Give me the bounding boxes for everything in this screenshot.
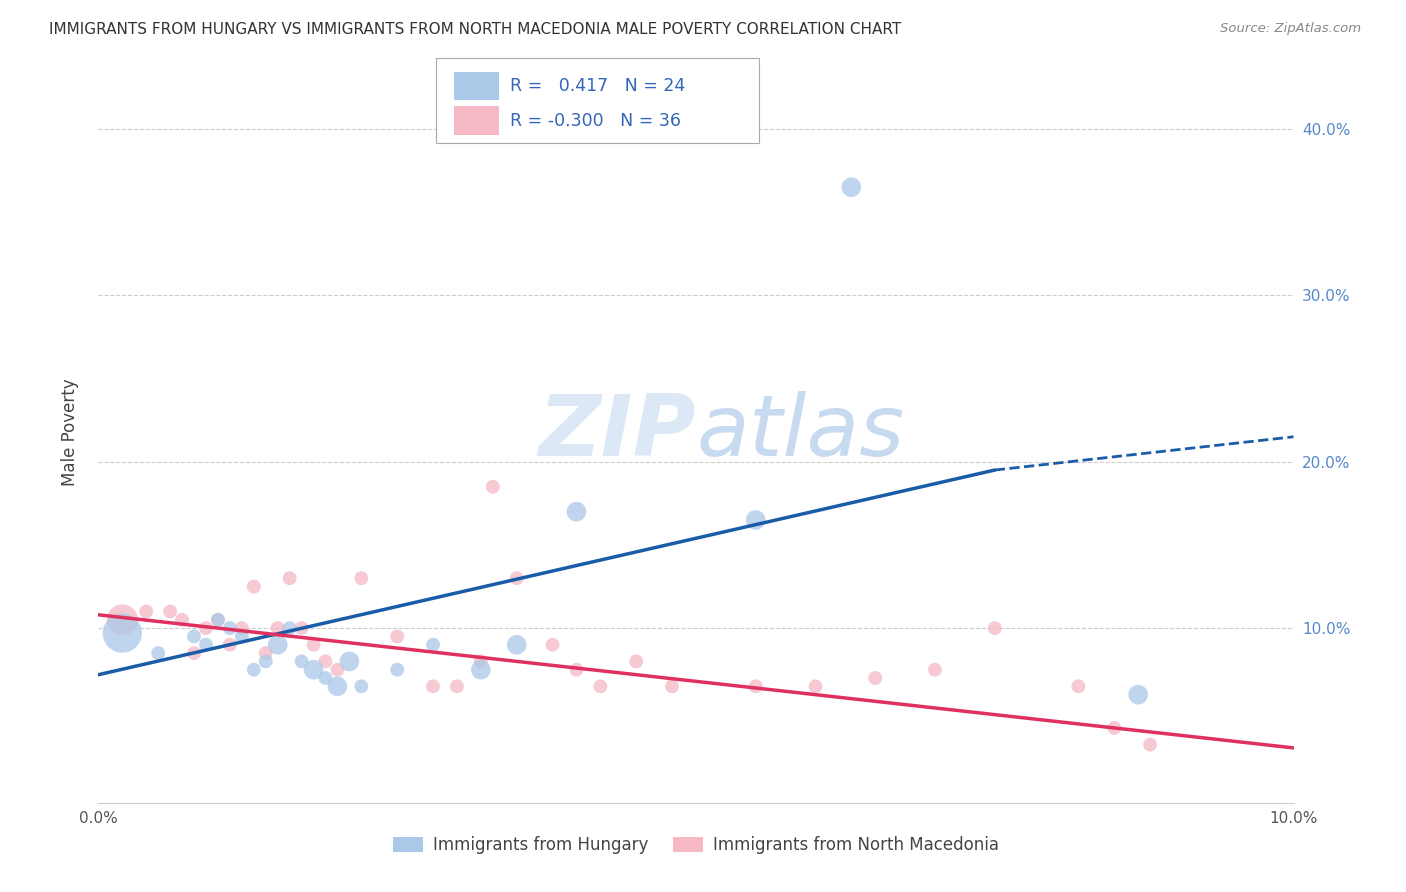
Point: [565, 505, 588, 519]
Point: [385, 629, 409, 643]
Point: [385, 663, 409, 677]
Text: ZIP: ZIP: [538, 391, 696, 475]
Point: [350, 571, 373, 585]
Point: [446, 679, 468, 693]
Point: [626, 654, 648, 668]
Point: [506, 571, 529, 585]
Point: [326, 679, 349, 693]
Point: [1139, 738, 1161, 752]
Point: [541, 638, 564, 652]
Point: [254, 646, 277, 660]
Point: [291, 621, 314, 635]
Point: [924, 663, 946, 677]
Point: [984, 621, 1007, 635]
Point: [745, 679, 768, 693]
Point: [291, 654, 314, 668]
Point: [195, 638, 218, 652]
Point: [339, 654, 361, 668]
Point: [111, 626, 134, 640]
Point: [219, 621, 242, 635]
Legend: Immigrants from Hungary, Immigrants from North Macedonia: Immigrants from Hungary, Immigrants from…: [387, 830, 1005, 861]
Point: [148, 646, 170, 660]
Text: IMMIGRANTS FROM HUNGARY VS IMMIGRANTS FROM NORTH MACEDONIA MALE POVERTY CORRELAT: IMMIGRANTS FROM HUNGARY VS IMMIGRANTS FR…: [49, 22, 901, 37]
Point: [350, 679, 373, 693]
Point: [278, 571, 301, 585]
Point: [195, 621, 218, 635]
Point: [243, 580, 266, 594]
Point: [661, 679, 683, 693]
Point: [302, 663, 325, 677]
Point: [326, 663, 349, 677]
Point: [1104, 721, 1126, 735]
Text: atlas: atlas: [696, 391, 904, 475]
Point: [422, 679, 444, 693]
Point: [565, 663, 588, 677]
Point: [243, 663, 266, 677]
Point: [422, 638, 444, 652]
Point: [267, 621, 290, 635]
Point: [1128, 688, 1150, 702]
Point: [1067, 679, 1090, 693]
Point: [315, 671, 337, 685]
Point: [219, 638, 242, 652]
Point: [470, 663, 492, 677]
Text: Source: ZipAtlas.com: Source: ZipAtlas.com: [1220, 22, 1361, 36]
Point: [278, 621, 301, 635]
Point: [267, 638, 290, 652]
Point: [589, 679, 612, 693]
Point: [804, 679, 827, 693]
Point: [865, 671, 887, 685]
Y-axis label: Male Poverty: Male Poverty: [60, 379, 79, 486]
Point: [135, 605, 157, 619]
Text: R =   0.417   N = 24: R = 0.417 N = 24: [510, 77, 686, 95]
Point: [207, 613, 229, 627]
Point: [470, 654, 492, 668]
Point: [302, 638, 325, 652]
Point: [231, 621, 253, 635]
Point: [111, 613, 134, 627]
Point: [172, 613, 194, 627]
Text: R = -0.300   N = 36: R = -0.300 N = 36: [510, 112, 682, 129]
Point: [183, 646, 205, 660]
Point: [482, 480, 505, 494]
Point: [841, 180, 863, 194]
Point: [159, 605, 181, 619]
Point: [207, 613, 229, 627]
Point: [506, 638, 529, 652]
Point: [183, 629, 205, 643]
Point: [254, 654, 277, 668]
Point: [745, 513, 768, 527]
Point: [231, 629, 253, 643]
Point: [315, 654, 337, 668]
